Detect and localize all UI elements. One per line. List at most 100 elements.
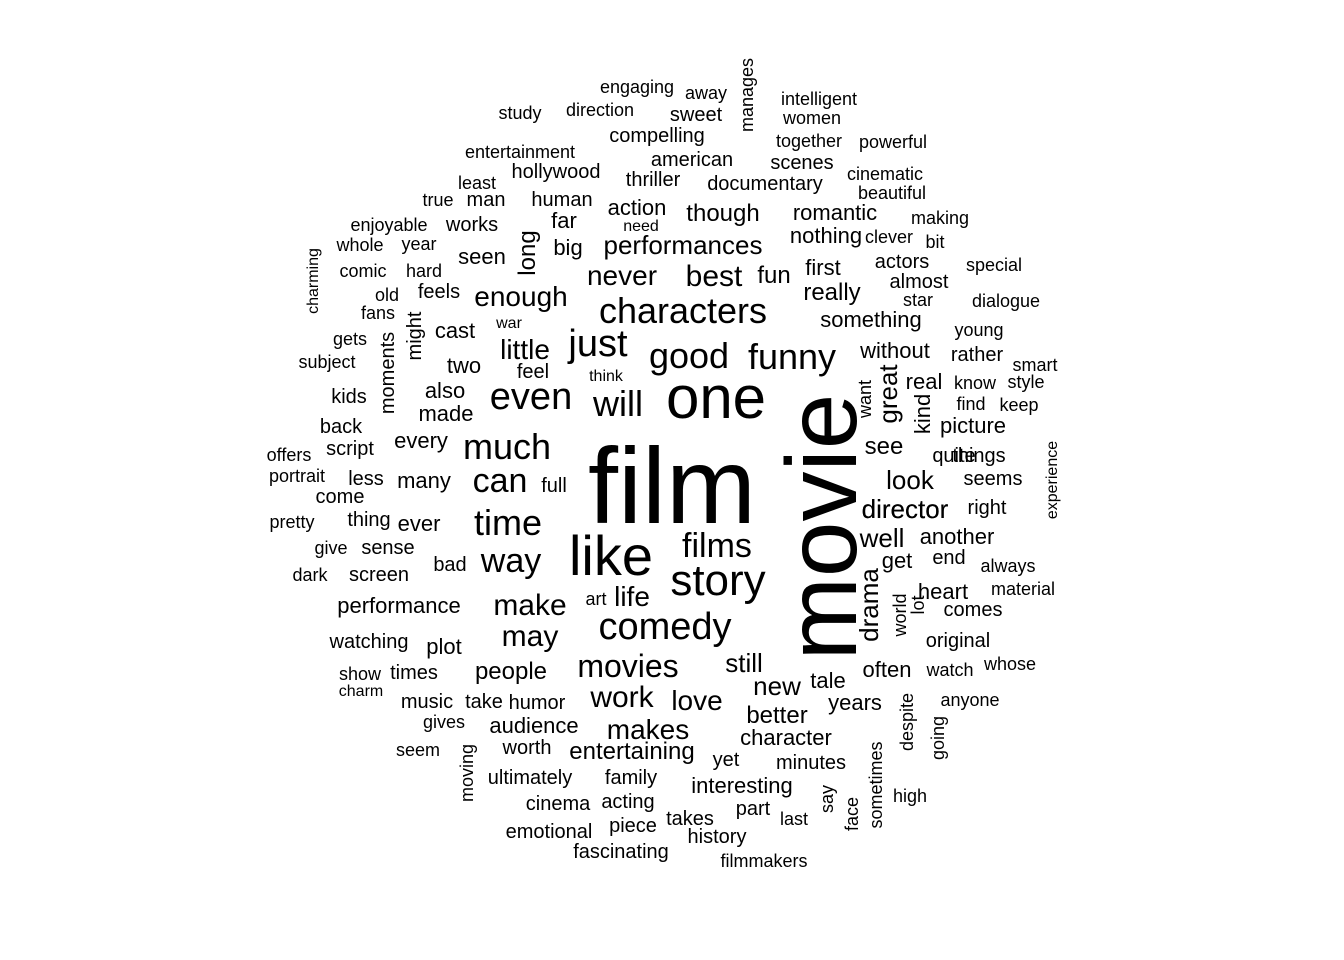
word-take: take [465,691,503,713]
word-characters: characters [598,290,768,331]
word-women: women [782,108,842,128]
word-picture: picture [939,413,1007,438]
word-films: films [682,527,752,565]
word-portrait: portrait [268,466,326,486]
word-just: just [568,323,628,365]
word-romantic: romantic [792,200,878,225]
word-seen: seen [458,244,506,269]
word-watching: watching [329,631,409,653]
word-music: music [400,691,454,713]
word-enough: enough [474,281,568,312]
word-cinematic: cinematic [846,164,924,184]
word-star: star [902,290,934,310]
word-works: works [445,214,499,236]
word-entertaining: entertaining [569,738,695,765]
word-special: special [965,255,1023,275]
word-years: years [828,690,882,715]
word-family: family [604,767,658,789]
word-nothing: nothing [789,223,863,248]
word-comes: comes [943,599,1003,621]
word-come: come [315,486,365,508]
word-charm: charm [338,683,384,700]
word-also: also [424,378,466,403]
word-going: going [928,715,948,761]
word-two: two [446,353,482,378]
word-back: back [319,416,363,438]
word-offers: offers [266,445,312,465]
word-funny: funny [747,336,837,377]
word-watch: watch [926,660,974,680]
word-screen: screen [348,564,410,586]
word-enjoyable: enjoyable [350,215,428,235]
word-old: old [374,285,400,305]
word-far: far [551,208,577,233]
word-minutes: minutes [775,752,847,774]
word-work: work [590,681,654,714]
word-new: new [753,671,801,701]
word-acting: acting [601,791,655,813]
word-comic: comic [339,261,387,281]
word-engaging: engaging [599,77,675,97]
word-much: much [462,426,552,467]
word-piece: piece [609,815,657,837]
word-way: way [480,542,542,580]
word-lot: lot [908,595,928,615]
word-charming: charming [305,248,322,314]
word-young: young [954,320,1004,340]
word-anyone: anyone [940,690,1000,710]
word-tale: tale [810,668,846,693]
word-end: end [932,547,966,569]
word-always: always [980,556,1036,576]
word-ever: ever [397,511,441,536]
word-manages: manages [737,57,757,133]
word-gives: gives [422,712,466,732]
word-well: well [859,523,905,553]
word-art: art [585,589,607,609]
word-smart: smart [1012,355,1058,375]
word-dialogue: dialogue [971,291,1041,311]
word-moving: moving [457,743,477,803]
word-face: face [842,796,862,832]
word-things: things [952,445,1006,467]
word-emotional: emotional [505,821,593,843]
word-direction: direction [565,100,635,120]
word-sense: sense [361,537,415,559]
word-documentary: documentary [707,173,823,195]
word-made: made [418,401,474,426]
word-right: right [967,497,1007,519]
word-even: even [489,376,573,418]
word-sweet: sweet [669,104,723,126]
word-despite: despite [897,692,917,752]
word-need: need [623,218,659,235]
word-fascinating: fascinating [573,841,669,863]
word-give: give [314,538,348,558]
word-sometimes: sometimes [866,741,886,829]
word-get: get [881,548,913,573]
word-moments: moments [377,331,399,415]
word-movies: movies [577,648,679,684]
word-powerful: powerful [858,132,928,152]
word-many: many [397,468,451,493]
word-worth: worth [502,737,552,759]
word-drama: drama [854,568,884,642]
word-bad: bad [433,554,467,576]
word-cinema: cinema [525,793,591,815]
word-feels: feels [417,281,461,303]
word-intelligent: intelligent [780,89,858,109]
word-director: director [861,494,949,524]
word-compelling: compelling [609,125,705,147]
word-interesting: interesting [691,773,793,798]
word-real: real [905,369,943,394]
word-little: little [500,334,550,365]
word-dark: dark [292,565,328,585]
word-high: high [892,786,928,806]
word-making: making [910,208,970,228]
word-though: though [686,200,760,227]
word-style: style [1007,372,1045,392]
word-cast: cast [434,318,476,343]
word-look: look [886,465,934,495]
word-beautiful: beautiful [857,183,927,203]
word-director: director [861,494,949,524]
word-material: material [990,579,1056,599]
